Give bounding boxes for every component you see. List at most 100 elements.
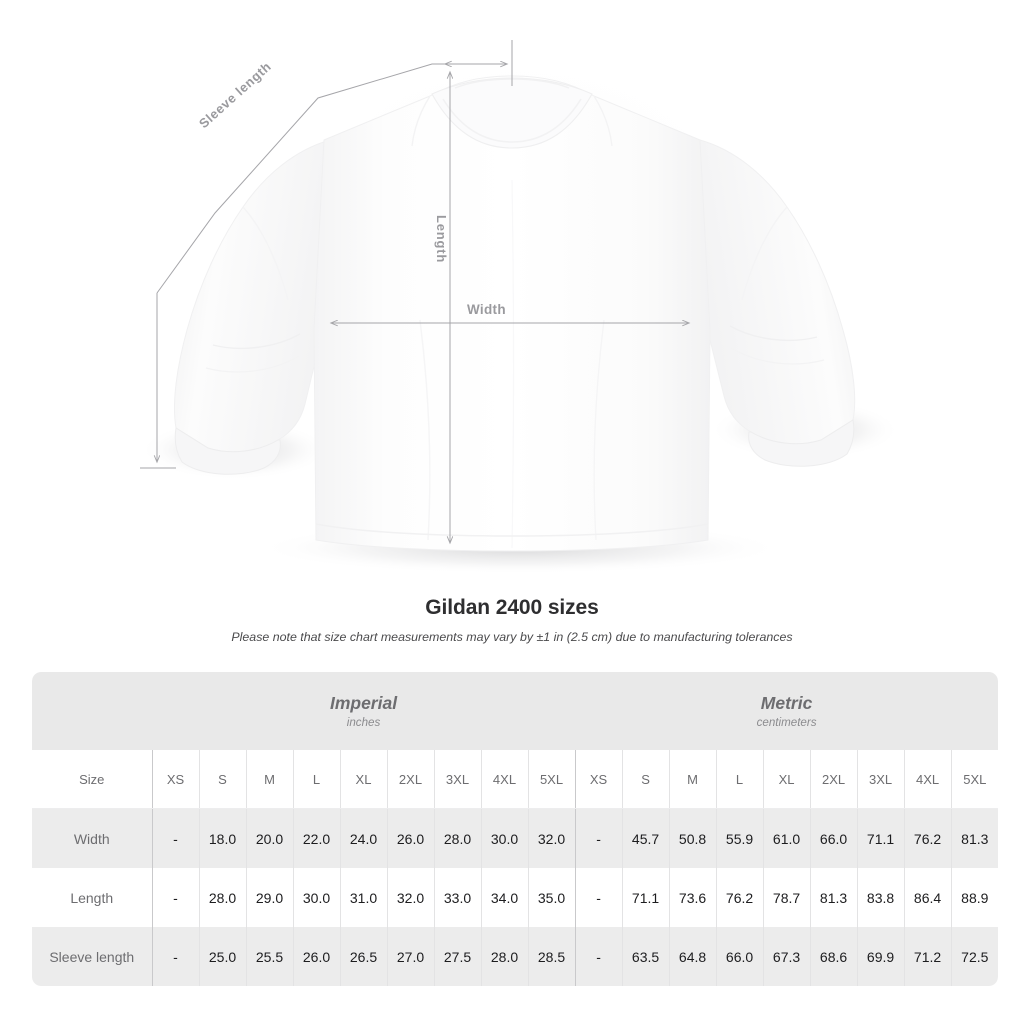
cell-sleeve-metric-l: 66.0 [715, 927, 764, 986]
unit-name-metric: Metric [760, 692, 813, 713]
cell-sleeve-metric-xs: - [574, 927, 623, 986]
cell-length-imperial-m: 29.0 [245, 868, 293, 927]
cell-sleeve-metric-4xl: 71.2 [903, 927, 952, 986]
cell-length-imperial-xs: - [151, 868, 199, 927]
size-header-imperial-5xl: 5XL [527, 750, 576, 809]
cell-sleeve-metric-m: 64.8 [668, 927, 717, 986]
collar [431, 77, 593, 149]
size-header-metric-l: L [715, 750, 764, 809]
size-header-row: Size XS S M L XL 2XL 3XL 4XL 5XL XS S M … [32, 750, 999, 809]
cell-width-imperial-l: 22.0 [292, 808, 340, 868]
cell-width-metric-m: 50.8 [668, 808, 717, 868]
size-chart-table: Imperial inches Metric centimeters Size … [32, 672, 999, 986]
cell-length-metric-xl: 78.7 [762, 868, 811, 927]
cell-length-metric-4xl: 86.4 [903, 868, 952, 927]
cell-width-metric-xs: - [574, 808, 623, 868]
unit-header-imperial: Imperial inches [152, 672, 576, 750]
cell-sleeve-imperial-4xl: 28.0 [480, 927, 528, 986]
cell-width-imperial-xl: 24.0 [339, 808, 387, 868]
cell-length-metric-xs: - [574, 868, 623, 927]
size-header-metric-2xl: 2XL [809, 750, 858, 809]
size-header-imperial-xl: XL [339, 750, 387, 809]
table-row: Width - 18.0 20.0 22.0 24.0 26.0 28.0 30… [32, 808, 999, 868]
cell-length-metric-m: 73.6 [668, 868, 717, 927]
size-header-metric-3xl: 3XL [856, 750, 905, 809]
unit-sub-metric: centimeters [756, 716, 817, 730]
cell-width-imperial-5xl: 32.0 [527, 808, 576, 868]
size-header-metric-m: M [668, 750, 717, 809]
cell-length-imperial-l: 30.0 [292, 868, 340, 927]
tolerance-note: Please note that size chart measurements… [231, 630, 793, 644]
unit-header-row: Imperial inches Metric centimeters [32, 672, 999, 750]
cell-sleeve-imperial-5xl: 28.5 [527, 927, 576, 986]
cell-sleeve-metric-xl: 67.3 [762, 927, 811, 986]
row-label-sleeve-length: Sleeve length [32, 927, 152, 986]
table-row: Length - 28.0 29.0 30.0 31.0 32.0 33.0 3… [32, 868, 999, 927]
cell-length-metric-3xl: 83.8 [856, 868, 905, 927]
row-label-length: Length [32, 868, 152, 927]
cell-width-imperial-3xl: 28.0 [433, 808, 481, 868]
tshirt-diagram [140, 40, 900, 574]
size-header-metric-5xl: 5XL [950, 750, 999, 809]
size-header-imperial-3xl: 3XL [433, 750, 481, 809]
cell-width-imperial-2xl: 26.0 [386, 808, 434, 868]
cell-sleeve-metric-5xl: 72.5 [950, 927, 999, 986]
unit-header-spacer [32, 672, 152, 750]
cell-length-metric-s: 71.1 [621, 868, 670, 927]
cell-length-metric-2xl: 81.3 [809, 868, 858, 927]
cell-sleeve-metric-3xl: 69.9 [856, 927, 905, 986]
size-header-metric-s: S [621, 750, 670, 809]
width-label: Width [467, 302, 506, 317]
cell-length-imperial-3xl: 33.0 [433, 868, 481, 927]
shirt-body [313, 75, 711, 552]
cell-length-metric-5xl: 88.9 [950, 868, 999, 927]
cell-length-imperial-xl: 31.0 [339, 868, 387, 927]
cell-width-imperial-4xl: 30.0 [480, 808, 528, 868]
cell-width-metric-s: 45.7 [621, 808, 670, 868]
size-chart-table-wrapper: Imperial inches Metric centimeters Size … [32, 672, 999, 986]
cell-width-imperial-s: 18.0 [198, 808, 246, 868]
unit-sub-imperial: inches [346, 716, 381, 730]
size-header-imperial-s: S [198, 750, 246, 809]
cell-sleeve-imperial-3xl: 27.5 [433, 927, 481, 986]
size-header-imperial-4xl: 4XL [480, 750, 528, 809]
cell-width-metric-l: 55.9 [715, 808, 764, 868]
size-header-imperial-xs: XS [151, 750, 199, 809]
cell-sleeve-imperial-2xl: 27.0 [386, 927, 434, 986]
cell-sleeve-imperial-l: 26.0 [292, 927, 340, 986]
cell-sleeve-imperial-xs: - [151, 927, 199, 986]
size-header-imperial-m: M [245, 750, 293, 809]
cell-sleeve-metric-2xl: 68.6 [809, 927, 858, 986]
cell-length-imperial-2xl: 32.0 [386, 868, 434, 927]
cell-length-metric-l: 76.2 [715, 868, 764, 927]
row-label-width: Width [32, 808, 152, 868]
cell-length-imperial-4xl: 34.0 [480, 868, 528, 927]
left-sleeve [173, 139, 331, 475]
cell-sleeve-imperial-m: 25.5 [245, 927, 293, 986]
cell-length-imperial-5xl: 35.0 [527, 868, 576, 927]
cell-width-imperial-xs: - [151, 808, 199, 868]
cell-width-metric-3xl: 71.1 [856, 808, 905, 868]
garment-illustration: Sleeve length Length Width [140, 40, 900, 574]
unit-name-imperial: Imperial [329, 692, 398, 713]
cell-width-imperial-m: 20.0 [245, 808, 293, 868]
cell-width-metric-4xl: 76.2 [903, 808, 952, 868]
length-label: Length [434, 215, 449, 264]
cell-sleeve-imperial-xl: 26.5 [339, 927, 387, 986]
title-block: Gildan 2400 sizes Please note that size … [0, 596, 1024, 644]
cell-sleeve-imperial-s: 25.0 [198, 927, 246, 986]
cell-width-metric-5xl: 81.3 [950, 808, 999, 868]
page-title: Gildan 2400 sizes [425, 596, 599, 619]
size-header-metric-xs: XS [574, 750, 623, 809]
table-row: Sleeve length - 25.0 25.5 26.0 26.5 27.0… [32, 927, 999, 986]
cell-sleeve-metric-s: 63.5 [621, 927, 670, 986]
size-header-label: Size [32, 750, 152, 809]
cell-width-metric-xl: 61.0 [762, 808, 811, 868]
size-header-metric-xl: XL [762, 750, 811, 809]
right-sleeve [699, 139, 856, 467]
unit-header-metric: Metric centimeters [575, 672, 999, 750]
cell-width-metric-2xl: 66.0 [809, 808, 858, 868]
cell-length-imperial-s: 28.0 [198, 868, 246, 927]
size-header-imperial-2xl: 2XL [386, 750, 434, 809]
size-header-imperial-l: L [292, 750, 340, 809]
